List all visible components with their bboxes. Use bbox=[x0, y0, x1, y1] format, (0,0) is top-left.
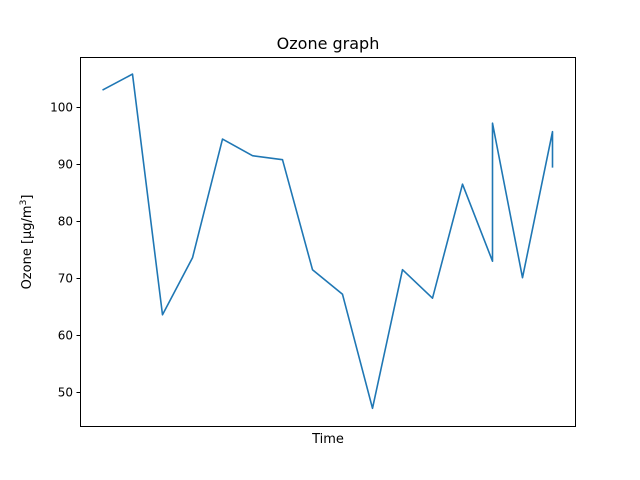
y-tick-label: 70 bbox=[58, 272, 73, 286]
series-line-0 bbox=[102, 73, 554, 410]
y-tick-label: 60 bbox=[58, 329, 73, 343]
y-axis-label-main: Ozone [µg/m bbox=[20, 205, 35, 289]
y-axis: 50 60 70 80 90 100 bbox=[50, 101, 81, 400]
y-tick-label: 80 bbox=[58, 215, 73, 229]
series-layer bbox=[102, 73, 554, 410]
x-axis-label: Time bbox=[311, 432, 344, 447]
y-tick-label: 90 bbox=[58, 158, 73, 172]
chart-title: Ozone graph bbox=[277, 34, 380, 53]
y-axis-label: Ozone [µg/m3] bbox=[19, 195, 35, 290]
y-axis-label-superscript: 3 bbox=[19, 200, 29, 206]
y-tick-label: 50 bbox=[58, 386, 73, 400]
y-axis-label-end: ] bbox=[20, 195, 35, 200]
plot-frame bbox=[80, 57, 576, 427]
y-tick-label: 100 bbox=[50, 101, 73, 115]
